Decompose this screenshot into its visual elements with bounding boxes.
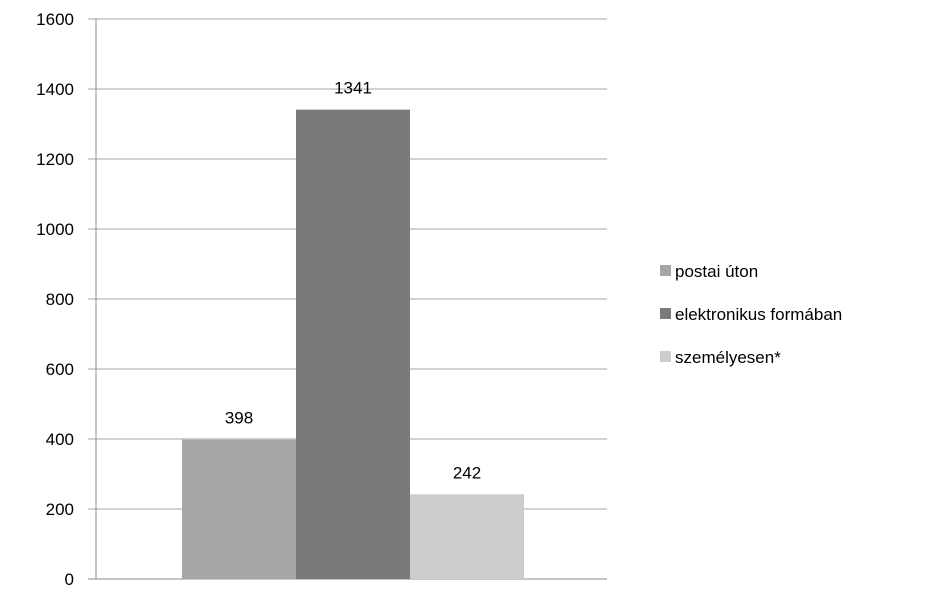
data-labels: 398 1341 242 xyxy=(225,79,481,483)
y-tick-label: 1600 xyxy=(36,10,74,29)
y-tick-label: 1200 xyxy=(36,150,74,169)
data-label-1: 398 xyxy=(225,409,253,428)
bar-1 xyxy=(182,439,296,579)
legend: postai úton elektronikus formában személye… xyxy=(660,262,842,367)
y-tick-label: 800 xyxy=(46,290,74,309)
data-label-2: 1341 xyxy=(334,79,372,98)
legend-swatch-1 xyxy=(660,265,671,276)
y-tick-label: 1000 xyxy=(36,220,74,239)
bars xyxy=(182,109,524,580)
legend-swatch-2 xyxy=(660,308,671,319)
y-tick-label: 1400 xyxy=(36,80,74,99)
bar-3 xyxy=(410,494,524,579)
legend-label-3: személyesen* xyxy=(675,348,781,367)
bar-2 xyxy=(296,109,410,580)
y-tick-label: 200 xyxy=(46,500,74,519)
y-tick-label: 600 xyxy=(46,360,74,379)
data-label-3: 242 xyxy=(453,463,481,482)
y-tick-label: 0 xyxy=(65,570,74,589)
y-axis: 0 200 400 600 800 1000 1200 1400 1600 xyxy=(36,10,97,589)
legend-label-1: postai úton xyxy=(675,262,758,281)
y-tick-label: 400 xyxy=(46,430,74,449)
legend-label-2: elektronikus formában xyxy=(675,305,842,324)
legend-swatch-3 xyxy=(660,351,671,362)
